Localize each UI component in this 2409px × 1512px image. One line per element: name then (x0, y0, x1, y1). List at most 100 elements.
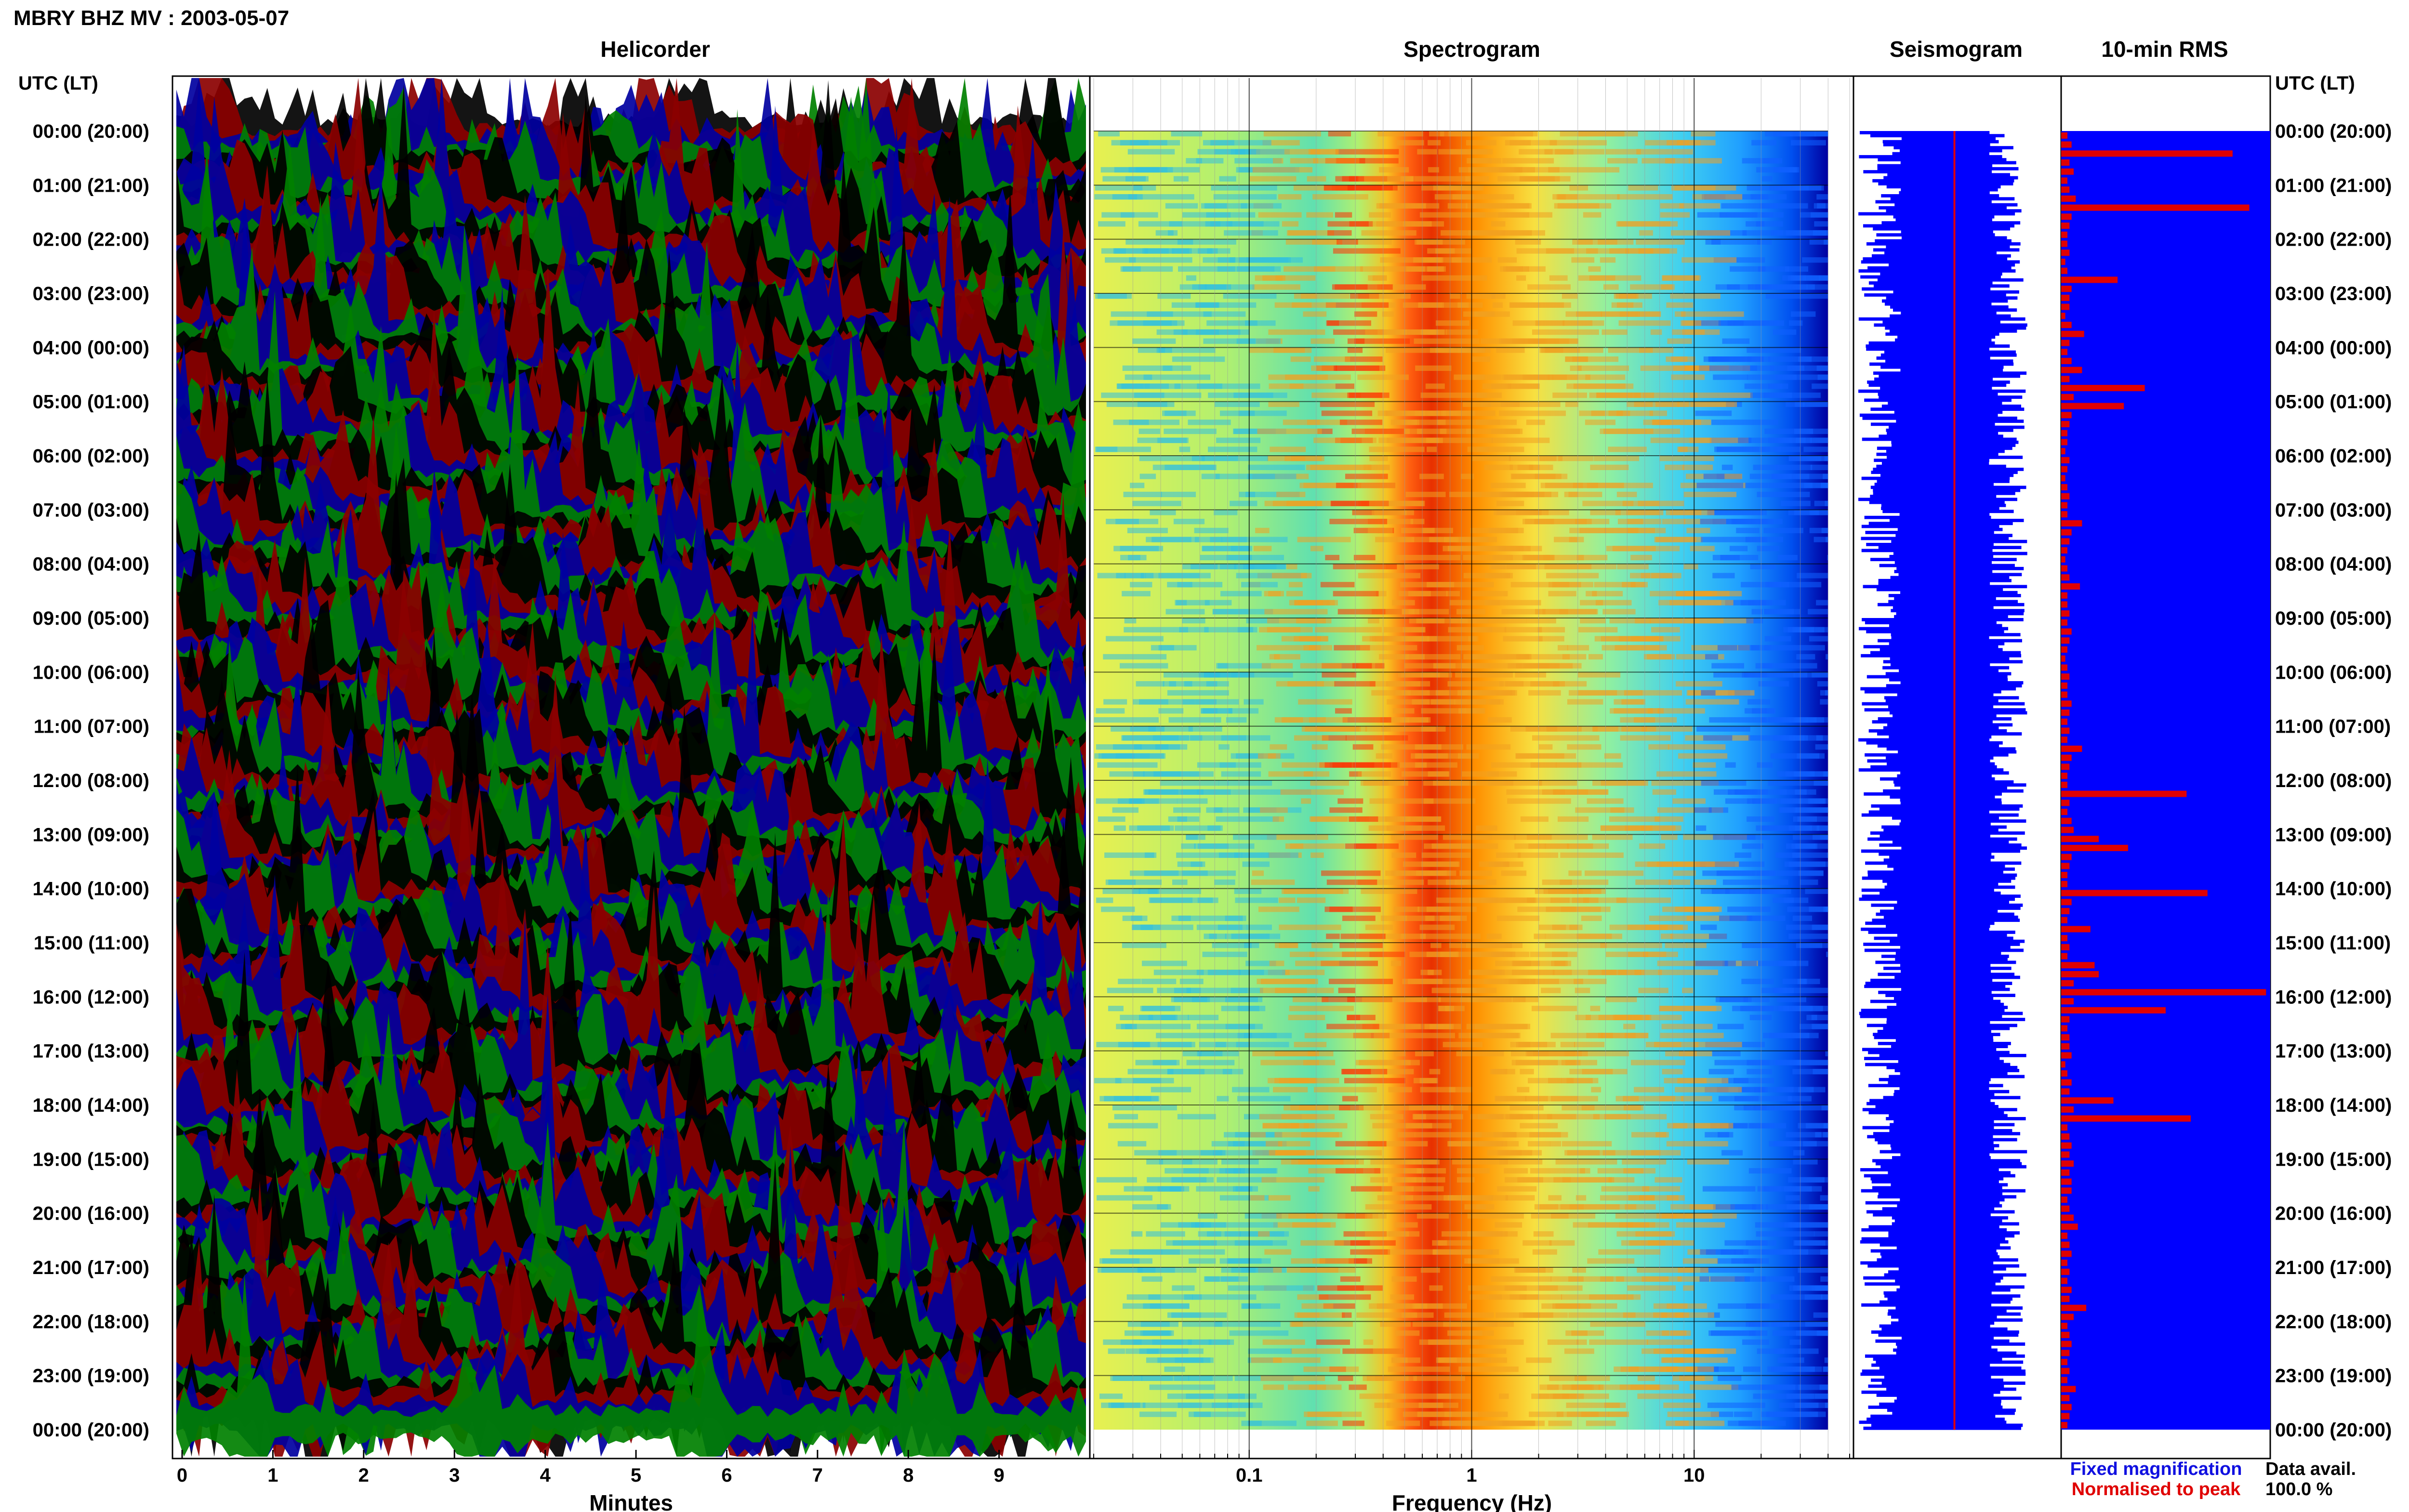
spectrogram-streak (1311, 744, 1328, 750)
spectrogram-x-label: Frequency (Hz) (1392, 1490, 1552, 1512)
time-axis-left: 00:00 (20:00)01:00 (21:00)02:00 (22:00)0… (33, 121, 149, 1441)
seismogram-segment (1861, 1228, 2007, 1232)
spectrogram-streak (1586, 248, 1629, 254)
spectrogram-streak (1780, 500, 1811, 506)
spectrogram-streak (1769, 483, 1813, 488)
seismogram-segment (1861, 1009, 2005, 1012)
spectrogram-streak (1769, 1033, 1819, 1039)
spectrogram-streak (1768, 383, 1783, 389)
spectrogram-streak (1273, 1357, 1321, 1363)
spectrogram-streak (1491, 437, 1550, 443)
spectrogram-streak (1443, 834, 1492, 840)
spectrogram-streak (1491, 221, 1506, 227)
spectrogram-streak (1284, 456, 1306, 461)
spectrogram-streak (1156, 329, 1188, 335)
rms-bar (2061, 1169, 2070, 1176)
seismogram-segment (1859, 155, 2002, 158)
spectrogram-streak (1533, 1231, 1554, 1237)
spectrogram-streak (1666, 302, 1694, 308)
helicorder-trace-row (176, 532, 1086, 773)
spectrogram-streak (1550, 1141, 1562, 1147)
spectrogram-streak (1646, 1330, 1669, 1336)
seismogram-segment (1879, 852, 1992, 856)
spectrogram-streak (1311, 943, 1333, 948)
seismogram-segment (1873, 227, 2011, 231)
spectrogram-streak (1815, 744, 1828, 750)
seismogram-segment (1877, 1258, 2018, 1262)
spectrogram-streak (1374, 1402, 1390, 1408)
spectrogram-streak (1215, 473, 1275, 479)
spectrogram-streak (1200, 554, 1252, 561)
spectrogram-streak (1798, 1348, 1819, 1354)
spectrogram-streak (1255, 527, 1270, 534)
spectrogram-streak (1469, 1330, 1482, 1336)
spectrogram-streak (1342, 915, 1376, 921)
spectrogram-streak (1282, 221, 1299, 227)
seismogram-segment (1861, 654, 2022, 657)
spectrogram-streak (1321, 960, 1378, 966)
spectrogram-streak (1817, 374, 1828, 380)
time-label-right: 08:00 (04:00) (2275, 554, 2392, 575)
spectrogram-streak (1686, 915, 1749, 921)
spectrogram-streak (1175, 1357, 1204, 1363)
spectrogram-streak (1144, 870, 1208, 876)
seismogram-segment (1885, 326, 2026, 330)
spectrogram-streak (1442, 1105, 1454, 1111)
spectrogram-streak (1681, 1096, 1712, 1102)
spectrogram-streak (1720, 1123, 1747, 1129)
spectrogram-streak (1615, 645, 1660, 651)
seismogram-segment (1875, 960, 2016, 964)
spectrogram-streak (1192, 1294, 1257, 1300)
spectrogram-streak (1225, 997, 1263, 1002)
spectrogram-streak (1138, 347, 1165, 353)
spectrogram-streak (1800, 879, 1818, 885)
spectrogram-streak (1574, 1041, 1605, 1048)
spectrogram-streak (1422, 257, 1442, 263)
rms-bar (2061, 340, 2070, 346)
spectrogram-streak (1800, 1177, 1828, 1183)
spectrogram-streak (1262, 140, 1300, 145)
spectrogram-streak (1614, 1294, 1634, 1300)
spectrogram-streak (1558, 456, 1594, 461)
seismogram-segment (1885, 699, 1999, 703)
spectrogram-streak (1409, 951, 1458, 957)
spectrogram-streak (1139, 456, 1205, 461)
spectrogram-streak (1159, 1159, 1192, 1165)
helicorder-trace-row (176, 341, 1086, 670)
spectrogram-streak (1553, 681, 1587, 687)
spectrogram-streak (1800, 212, 1828, 218)
spectrogram-streak (1204, 1276, 1239, 1282)
spectrogram-streak (1572, 1267, 1586, 1273)
rms-title: 10-min RMS (2101, 37, 2228, 62)
rms-bar (2061, 727, 2070, 734)
spectrogram-streak (1601, 1033, 1648, 1039)
seismogram-segment (1862, 702, 2025, 706)
spectrogram-streak (1292, 997, 1329, 1002)
spectrogram-streak (1217, 266, 1275, 272)
seismogram-segment (1888, 1081, 1989, 1084)
spectrogram-streak (1404, 564, 1439, 569)
spectrogram-streak (1220, 564, 1255, 569)
seismogram-segment (1880, 473, 2014, 477)
spectrogram-streak (1455, 879, 1496, 885)
spectrogram-streak (1423, 798, 1476, 804)
time-label-left: 08:00 (04:00) (33, 554, 149, 575)
spectrogram-streak (1535, 609, 1568, 615)
seismogram-segment (1863, 943, 2020, 946)
rms-bar (2061, 601, 2068, 608)
helicorder-trace-row (176, 493, 1086, 790)
spectrogram-streak (1779, 167, 1798, 173)
spectrogram-streak (1405, 491, 1446, 498)
spectrogram-streak (1331, 500, 1389, 506)
spectrogram-streak (1622, 500, 1684, 506)
spectrogram-streak (1196, 158, 1224, 164)
spectrogram-streak (1634, 1087, 1664, 1092)
spectrogram-streak (1401, 527, 1453, 534)
seismogram-segment (1882, 879, 2012, 883)
spectrogram-streak (1630, 1060, 1686, 1065)
spectrogram-streak (1321, 410, 1373, 416)
spectrogram-streak (1722, 879, 1788, 885)
spectrogram-streak (1157, 987, 1191, 993)
spectrogram-streak (1548, 374, 1590, 380)
